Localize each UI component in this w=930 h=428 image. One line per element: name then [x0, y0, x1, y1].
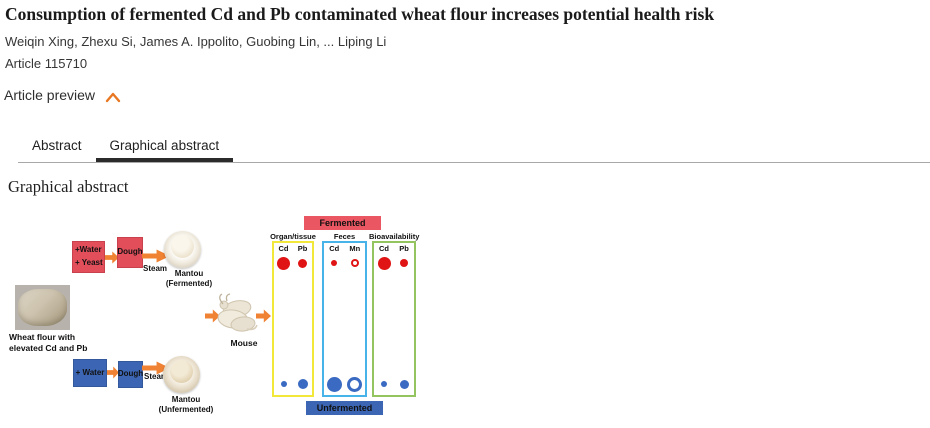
mantou-fermented-label: Mantou (Fermented): [165, 269, 213, 288]
chevron-up-icon[interactable]: [105, 90, 121, 102]
mantou-fermented-photo: [164, 231, 201, 268]
article-preview-toggle[interactable]: Article preview: [4, 87, 121, 103]
section-heading: Graphical abstract: [8, 177, 129, 196]
column-label-cd: Cd: [329, 244, 340, 253]
unfermented-ingredients-box: + Water: [73, 359, 107, 387]
column-label-cd: Cd: [379, 244, 389, 253]
panel-title-feces: Feces: [333, 232, 356, 241]
column-label-cd: Cd: [278, 244, 289, 253]
fermented-ingredients-box: +Water + Yeast: [72, 241, 105, 273]
article-title[interactable]: Consumption of fermented Cd and Pb conta…: [5, 4, 715, 24]
preview-tabbar: Abstract Graphical abstract: [18, 131, 930, 163]
panel-feces: Cd Mn: [322, 241, 367, 397]
author-list: Weiqin Xing, Zhexu Si, James A. Ippolito…: [5, 34, 387, 49]
bubble-fermented-cd: [277, 256, 290, 270]
steam-label-fermented: Steam: [143, 264, 168, 273]
arrow-right-icon: [107, 366, 119, 379]
column-label-mn: Mn: [349, 244, 361, 253]
unfermented-dough-box: Dough: [118, 361, 143, 388]
mouse-photo: [217, 293, 258, 332]
column-label-pb: Pb: [297, 244, 308, 253]
article-number: Article 115710: [5, 56, 88, 71]
tab-abstract[interactable]: Abstract: [32, 138, 82, 153]
mantou-unfermented-photo: [163, 356, 200, 393]
panel-title-organ-tissue: Organ/tissue: [270, 232, 316, 241]
graphical-abstract-figure[interactable]: Wheat flour with elevated Cd and Pb +Wat…: [0, 205, 930, 428]
bubble-unfermented-cd: [381, 381, 387, 387]
bubble-unfermented-pb: [297, 379, 308, 389]
arrow-right-icon: [105, 251, 119, 264]
fermented-banner: Fermented: [304, 216, 381, 230]
unfermented-banner: Unfermented: [306, 401, 383, 415]
column-label-pb: Pb: [399, 244, 409, 253]
bubble-unfermented-cd: [280, 381, 287, 387]
bubble-fermented-cd: [331, 260, 338, 266]
panel-bioavailability: Cd Pb: [372, 241, 416, 397]
bubble-fermented-cd: [377, 256, 391, 270]
panel-organ-tissue: Cd Pb: [272, 241, 314, 397]
bubble-unfermented-mn: [347, 376, 363, 392]
bubble-fermented-mn: [350, 259, 359, 267]
bubble-unfermented-pb: [399, 379, 409, 389]
fermented-dough-box: Dough: [117, 237, 143, 268]
wheat-flour-label: Wheat flour with elevated Cd and Pb: [9, 332, 88, 353]
panel-title-bioavailability: Bioavailability: [369, 232, 420, 241]
mouse-label: Mouse: [230, 338, 258, 348]
bubble-fermented-pb: [400, 259, 408, 267]
steam-label-unfermented: Steam: [144, 372, 169, 381]
article-preview-label: Article preview: [4, 87, 96, 103]
bubble-fermented-pb: [298, 258, 307, 268]
mantou-unfermented-label: Mantou (Unfermented): [158, 395, 214, 414]
wheat-flour-photo: [15, 285, 70, 330]
tab-graphical-abstract[interactable]: Graphical abstract: [96, 131, 234, 162]
bubble-unfermented-cd: [326, 376, 342, 392]
